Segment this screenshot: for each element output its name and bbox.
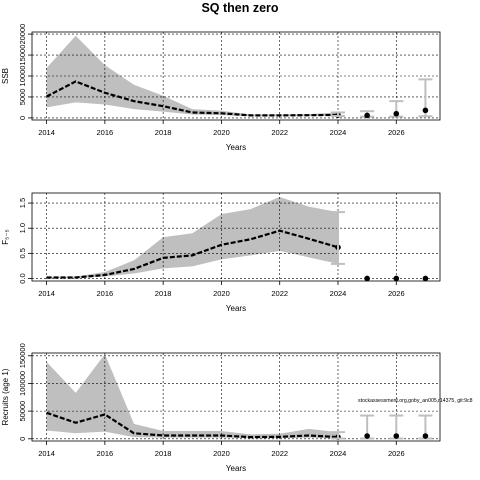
y-tick-label: 50000 <box>18 401 27 422</box>
x-axis-label: Years <box>226 143 246 152</box>
panel-ssb: 2014 2016 2018 2020 2022 2024 2026 0 5000 1000015… <box>1 24 441 152</box>
x-tick-label: 2014 <box>38 128 55 137</box>
x-tick-label: 2018 <box>155 449 172 458</box>
x-tick-label: 2018 <box>155 128 172 137</box>
y-tick-label: 150000 <box>18 343 27 368</box>
y-tick-label: 15000 <box>18 45 27 66</box>
panel-recruits: 2014 2016 2018 2020 2022 2024 2026 0 50000 100000… <box>1 343 473 473</box>
median-line <box>46 411 339 439</box>
y-tick-label: 10000 <box>18 66 27 87</box>
y-tick-label: 0 <box>18 116 27 120</box>
projection-point <box>422 275 429 282</box>
y-tick-label: 1.0 <box>18 223 27 233</box>
confidence-band <box>46 197 338 278</box>
confidence-band <box>46 354 338 439</box>
y-tick-label: 0 <box>18 437 27 441</box>
x-tick-label: 2018 <box>155 289 172 298</box>
y-tick-label: 0.0 <box>18 273 27 283</box>
x-tick-label: 2022 <box>271 449 288 458</box>
x-tick-label: 2016 <box>97 289 114 298</box>
projection-point <box>364 433 370 439</box>
y-tick-label: 1.5 <box>18 198 27 208</box>
y-tick-label: 20000 <box>18 24 27 45</box>
projection-point <box>364 275 370 282</box>
x-tick-label: 2014 <box>38 289 55 298</box>
median-line <box>46 229 339 279</box>
plot-frame <box>31 352 441 442</box>
x-tick-label: 2022 <box>271 289 288 298</box>
y-tick-label: 5000 <box>18 89 27 106</box>
x-tick-label: 2026 <box>388 449 405 458</box>
x-tick-label: 2024 <box>330 449 347 458</box>
y-axis-label: SSB <box>1 68 10 84</box>
chart-title: SQ then zero <box>201 1 279 15</box>
y-tick-label: 100000 <box>18 371 27 396</box>
projection-point <box>393 275 400 282</box>
x-tick-label: 2022 <box>271 128 288 137</box>
x-tick-label: 2024 <box>330 128 347 137</box>
x-tick-label: 2016 <box>97 449 114 458</box>
projection-point <box>422 107 429 114</box>
x-tick-label: 2024 <box>330 289 347 298</box>
plot-frame <box>31 192 441 282</box>
y-tick-label: 0.5 <box>18 248 27 258</box>
projection-point <box>364 112 370 119</box>
projection-point <box>393 433 400 439</box>
panel-fishing-mortality: 2014 2016 2018 2020 2022 2024 2026 0.0 0.5 1.0 1.5… <box>1 192 441 313</box>
x-tick-label: 2026 <box>388 128 405 137</box>
x-tick-label: 2016 <box>97 128 114 137</box>
x-tick-label: 2020 <box>213 289 230 298</box>
y-axis-label: Recruits (age 1) <box>1 368 10 425</box>
x-tick-label: 2020 <box>213 449 230 458</box>
median-line <box>46 80 339 117</box>
x-tick-label: 2026 <box>388 289 405 298</box>
projection-point <box>422 433 429 439</box>
y-axis-label: F₅₋₅ <box>1 229 10 245</box>
x-axis-label: Years <box>226 304 246 313</box>
x-axis-label: Years <box>226 464 246 473</box>
projection-point <box>393 110 400 117</box>
x-tick-label: 2014 <box>38 449 55 458</box>
source-annotation: stockassessment.org,goby_an005,r14375, g… <box>358 398 473 404</box>
x-tick-label: 2020 <box>213 128 230 137</box>
